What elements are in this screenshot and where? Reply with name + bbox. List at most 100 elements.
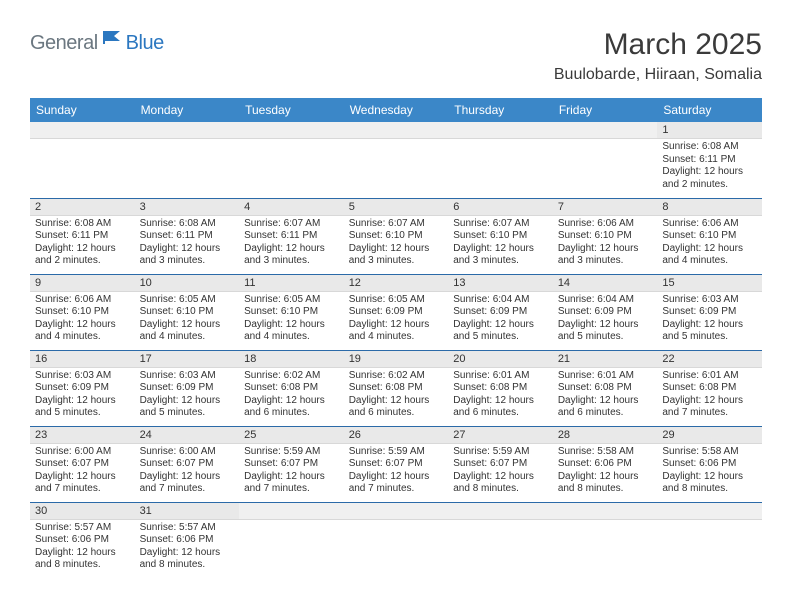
calendar-header-row: Sunday Monday Tuesday Wednesday Thursday… <box>30 98 762 122</box>
day-number: 16 <box>30 351 135 368</box>
day-details: Sunrise: 5:57 AMSunset: 6:06 PMDaylight:… <box>30 520 135 576</box>
sunrise-text: Sunrise: 6:03 AM <box>35 370 130 383</box>
sunset-text: Sunset: 6:09 PM <box>558 306 653 319</box>
day-details: Sunrise: 6:07 AMSunset: 6:10 PMDaylight:… <box>448 216 553 272</box>
daylight-text: Daylight: 12 hours and 6 minutes. <box>453 395 548 420</box>
daylight-text: Daylight: 12 hours and 7 minutes. <box>35 471 130 496</box>
calendar-cell: 8Sunrise: 6:06 AMSunset: 6:10 PMDaylight… <box>657 198 762 274</box>
day-details: Sunrise: 6:06 AMSunset: 6:10 PMDaylight:… <box>30 292 135 348</box>
day-number-empty <box>553 503 658 520</box>
daylight-text: Daylight: 12 hours and 3 minutes. <box>349 243 444 268</box>
calendar-cell <box>448 122 553 198</box>
daylight-text: Daylight: 12 hours and 4 minutes. <box>140 319 235 344</box>
day-details: Sunrise: 6:05 AMSunset: 6:10 PMDaylight:… <box>239 292 344 348</box>
sunset-text: Sunset: 6:08 PM <box>453 382 548 395</box>
sunrise-text: Sunrise: 6:00 AM <box>35 446 130 459</box>
day-details: Sunrise: 6:08 AMSunset: 6:11 PMDaylight:… <box>657 139 762 195</box>
daylight-text: Daylight: 12 hours and 7 minutes. <box>140 471 235 496</box>
calendar-cell: 10Sunrise: 6:05 AMSunset: 6:10 PMDayligh… <box>135 274 240 350</box>
calendar-cell: 31Sunrise: 5:57 AMSunset: 6:06 PMDayligh… <box>135 502 240 578</box>
calendar-cell: 25Sunrise: 5:59 AMSunset: 6:07 PMDayligh… <box>239 426 344 502</box>
sunset-text: Sunset: 6:07 PM <box>349 458 444 471</box>
daylight-text: Daylight: 12 hours and 4 minutes. <box>35 319 130 344</box>
sunrise-text: Sunrise: 5:59 AM <box>453 446 548 459</box>
day-number: 20 <box>448 351 553 368</box>
sunset-text: Sunset: 6:11 PM <box>244 230 339 243</box>
logo: General Blue <box>30 28 164 55</box>
sunrise-text: Sunrise: 6:05 AM <box>349 294 444 307</box>
day-details: Sunrise: 6:03 AMSunset: 6:09 PMDaylight:… <box>135 368 240 424</box>
day-number-empty <box>657 503 762 520</box>
day-number: 21 <box>553 351 658 368</box>
calendar-cell: 15Sunrise: 6:03 AMSunset: 6:09 PMDayligh… <box>657 274 762 350</box>
day-details: Sunrise: 5:59 AMSunset: 6:07 PMDaylight:… <box>448 444 553 500</box>
daylight-text: Daylight: 12 hours and 5 minutes. <box>558 319 653 344</box>
day-number: 13 <box>448 275 553 292</box>
day-number: 30 <box>30 503 135 520</box>
day-number: 29 <box>657 427 762 444</box>
daylight-text: Daylight: 12 hours and 3 minutes. <box>140 243 235 268</box>
daylight-text: Daylight: 12 hours and 8 minutes. <box>558 471 653 496</box>
day-number-empty <box>239 503 344 520</box>
calendar-cell: 9Sunrise: 6:06 AMSunset: 6:10 PMDaylight… <box>30 274 135 350</box>
day-details: Sunrise: 5:58 AMSunset: 6:06 PMDaylight:… <box>657 444 762 500</box>
calendar-cell <box>239 502 344 578</box>
calendar-cell: 26Sunrise: 5:59 AMSunset: 6:07 PMDayligh… <box>344 426 449 502</box>
sunrise-text: Sunrise: 6:04 AM <box>558 294 653 307</box>
sunrise-text: Sunrise: 6:05 AM <box>244 294 339 307</box>
day-number-empty <box>135 122 240 139</box>
day-number: 28 <box>553 427 658 444</box>
daylight-text: Daylight: 12 hours and 6 minutes. <box>244 395 339 420</box>
calendar-cell: 21Sunrise: 6:01 AMSunset: 6:08 PMDayligh… <box>553 350 658 426</box>
sunset-text: Sunset: 6:10 PM <box>453 230 548 243</box>
day-details: Sunrise: 6:05 AMSunset: 6:10 PMDaylight:… <box>135 292 240 348</box>
day-number-empty <box>448 122 553 139</box>
calendar-cell: 6Sunrise: 6:07 AMSunset: 6:10 PMDaylight… <box>448 198 553 274</box>
day-number: 26 <box>344 427 449 444</box>
daylight-text: Daylight: 12 hours and 8 minutes. <box>662 471 757 496</box>
calendar-cell: 11Sunrise: 6:05 AMSunset: 6:10 PMDayligh… <box>239 274 344 350</box>
calendar-cell <box>135 122 240 198</box>
daylight-text: Daylight: 12 hours and 7 minutes. <box>244 471 339 496</box>
calendar-week-row: 30Sunrise: 5:57 AMSunset: 6:06 PMDayligh… <box>30 502 762 578</box>
daylight-text: Daylight: 12 hours and 8 minutes. <box>140 547 235 572</box>
sunset-text: Sunset: 6:09 PM <box>662 306 757 319</box>
weekday-header: Sunday <box>30 98 135 122</box>
sunrise-text: Sunrise: 5:59 AM <box>244 446 339 459</box>
day-number: 18 <box>239 351 344 368</box>
daylight-text: Daylight: 12 hours and 7 minutes. <box>349 471 444 496</box>
day-number: 15 <box>657 275 762 292</box>
daylight-text: Daylight: 12 hours and 3 minutes. <box>244 243 339 268</box>
weekday-header: Saturday <box>657 98 762 122</box>
day-details: Sunrise: 6:08 AMSunset: 6:11 PMDaylight:… <box>135 216 240 272</box>
sunset-text: Sunset: 6:10 PM <box>244 306 339 319</box>
sunset-text: Sunset: 6:11 PM <box>140 230 235 243</box>
day-number: 25 <box>239 427 344 444</box>
daylight-text: Daylight: 12 hours and 3 minutes. <box>558 243 653 268</box>
calendar-cell: 12Sunrise: 6:05 AMSunset: 6:09 PMDayligh… <box>344 274 449 350</box>
day-number-empty <box>344 503 449 520</box>
sunrise-text: Sunrise: 6:08 AM <box>35 218 130 231</box>
daylight-text: Daylight: 12 hours and 6 minutes. <box>558 395 653 420</box>
calendar-cell: 23Sunrise: 6:00 AMSunset: 6:07 PMDayligh… <box>30 426 135 502</box>
sunset-text: Sunset: 6:06 PM <box>662 458 757 471</box>
day-number: 10 <box>135 275 240 292</box>
daylight-text: Daylight: 12 hours and 2 minutes. <box>35 243 130 268</box>
sunrise-text: Sunrise: 6:03 AM <box>662 294 757 307</box>
daylight-text: Daylight: 12 hours and 4 minutes. <box>244 319 339 344</box>
daylight-text: Daylight: 12 hours and 3 minutes. <box>453 243 548 268</box>
sunset-text: Sunset: 6:09 PM <box>453 306 548 319</box>
weekday-header: Monday <box>135 98 240 122</box>
day-details: Sunrise: 6:00 AMSunset: 6:07 PMDaylight:… <box>135 444 240 500</box>
day-number: 14 <box>553 275 658 292</box>
calendar-cell: 13Sunrise: 6:04 AMSunset: 6:09 PMDayligh… <box>448 274 553 350</box>
day-details: Sunrise: 6:08 AMSunset: 6:11 PMDaylight:… <box>30 216 135 272</box>
calendar-week-row: 2Sunrise: 6:08 AMSunset: 6:11 PMDaylight… <box>30 198 762 274</box>
day-number: 1 <box>657 122 762 139</box>
sunrise-text: Sunrise: 6:07 AM <box>453 218 548 231</box>
calendar-cell: 22Sunrise: 6:01 AMSunset: 6:08 PMDayligh… <box>657 350 762 426</box>
calendar-week-row: 1Sunrise: 6:08 AMSunset: 6:11 PMDaylight… <box>30 122 762 198</box>
calendar-cell: 7Sunrise: 6:06 AMSunset: 6:10 PMDaylight… <box>553 198 658 274</box>
sunrise-text: Sunrise: 6:06 AM <box>558 218 653 231</box>
sunrise-text: Sunrise: 6:01 AM <box>558 370 653 383</box>
